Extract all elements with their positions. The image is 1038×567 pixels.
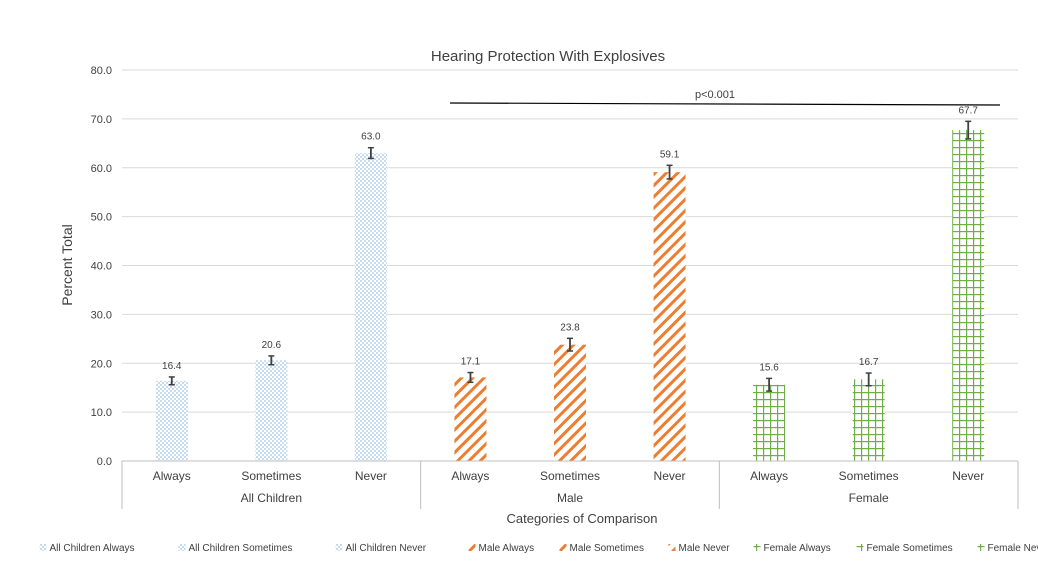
y-tick-label: 80.0 xyxy=(91,65,112,77)
data-label: 63.0 xyxy=(361,132,381,143)
x-tick-label: Sometimes xyxy=(839,469,899,483)
legend-item: Male Sometimes xyxy=(559,543,644,554)
x-tick-label: Always xyxy=(750,469,788,483)
legend-swatch xyxy=(559,544,567,551)
legend-swatch xyxy=(977,544,985,551)
y-tick-label: 30.0 xyxy=(91,309,112,321)
error-bar xyxy=(467,371,474,384)
error-bar xyxy=(865,372,872,387)
legend-label: Female Never xyxy=(988,543,1038,554)
chart-title: Hearing Protection With Explosives xyxy=(431,48,665,65)
bar xyxy=(155,380,188,461)
data-label: 67.7 xyxy=(958,105,978,116)
x-tick-label: Sometimes xyxy=(241,469,301,483)
legend-label: Female Always xyxy=(764,543,831,554)
legend-item: Female Always xyxy=(753,543,831,554)
x-tick-label: Never xyxy=(952,469,984,483)
error-bar xyxy=(666,164,673,180)
x-group-label: All Children xyxy=(241,491,302,505)
legend-item: Female Sometimes xyxy=(856,543,953,554)
legend-label: All Children Never xyxy=(346,543,427,554)
x-group-label: Male xyxy=(557,491,583,505)
y-tick-label: 10.0 xyxy=(91,407,112,419)
x-tick-label: Always xyxy=(153,469,191,483)
bar xyxy=(852,379,885,461)
bars xyxy=(155,130,985,461)
x-tick-label: Sometimes xyxy=(540,469,600,483)
y-tick-label: 40.0 xyxy=(91,261,112,273)
value-labels: 16.4 20.6 63.0 17.1 23.8 59.1 15.6 16.7 67.7 xyxy=(162,105,978,373)
bar xyxy=(753,384,786,461)
y-tick-label: 60.0 xyxy=(91,163,112,175)
error-bar xyxy=(965,120,972,140)
legend-label: All Children Always xyxy=(50,543,135,554)
legend-swatch xyxy=(178,544,186,551)
legend-label: All Children Sometimes xyxy=(189,543,293,554)
error-bar xyxy=(766,377,773,392)
data-label: 15.6 xyxy=(759,362,779,373)
legend-item: All Children Always xyxy=(39,543,135,554)
legend-label: Male Never xyxy=(679,543,731,554)
error-bar xyxy=(168,376,175,386)
data-label: 16.4 xyxy=(162,361,182,372)
bar xyxy=(454,377,487,461)
legend-item: All Children Never xyxy=(335,543,427,554)
legend-label: Male Sometimes xyxy=(570,543,644,554)
error-bars xyxy=(168,120,972,392)
y-tick-label: 50.0 xyxy=(91,212,112,224)
x-group-label: Female xyxy=(849,491,889,505)
x-tick-label: Always xyxy=(451,469,489,483)
legend-swatch xyxy=(39,544,47,551)
y-tick-label: 0.0 xyxy=(97,456,112,468)
data-label: 20.6 xyxy=(262,340,282,351)
x-axis-label: Categories of Comparison xyxy=(506,511,657,526)
y-tick-label: 70.0 xyxy=(91,114,112,126)
data-label: 17.1 xyxy=(461,357,481,368)
legend-item: Female Never xyxy=(977,543,1038,554)
legend-swatch xyxy=(753,544,761,551)
x-tick-label: Never xyxy=(355,469,387,483)
y-axis-ticks: 0.0 10.0 20.0 30.0 40.0 50.0 60.0 70.0 80.0 xyxy=(91,65,112,468)
legend: All Children Always All Children Sometime… xyxy=(39,543,1038,554)
bar xyxy=(952,130,985,461)
legend-item: Male Always xyxy=(468,543,535,554)
bar xyxy=(354,153,387,461)
error-bar xyxy=(367,146,374,160)
data-label: 16.7 xyxy=(859,357,879,368)
significance-line xyxy=(449,102,1001,106)
legend-swatch xyxy=(856,544,864,551)
error-bar xyxy=(567,337,573,352)
x-axis: Always Sometimes Never All Children Always So… xyxy=(121,460,1019,509)
significance-label: p<0.001 xyxy=(695,89,735,101)
legend-swatch xyxy=(668,544,676,551)
data-label: 59.1 xyxy=(660,149,680,160)
bar xyxy=(255,360,288,461)
data-label: 23.8 xyxy=(560,322,580,333)
legend-swatch xyxy=(468,544,476,551)
legend-label: Male Always xyxy=(479,543,535,554)
legend-swatch xyxy=(335,544,343,551)
legend-item: All Children Sometimes xyxy=(178,543,293,554)
bar xyxy=(653,172,686,461)
x-tick-label: Never xyxy=(654,469,686,483)
y-tick-label: 20.0 xyxy=(91,358,112,370)
legend-item: Male Never xyxy=(668,543,731,554)
bar xyxy=(554,344,586,461)
legend-label: Female Sometimes xyxy=(867,543,953,554)
y-axis-label: Percent Total xyxy=(59,224,75,305)
error-bar xyxy=(268,355,275,366)
